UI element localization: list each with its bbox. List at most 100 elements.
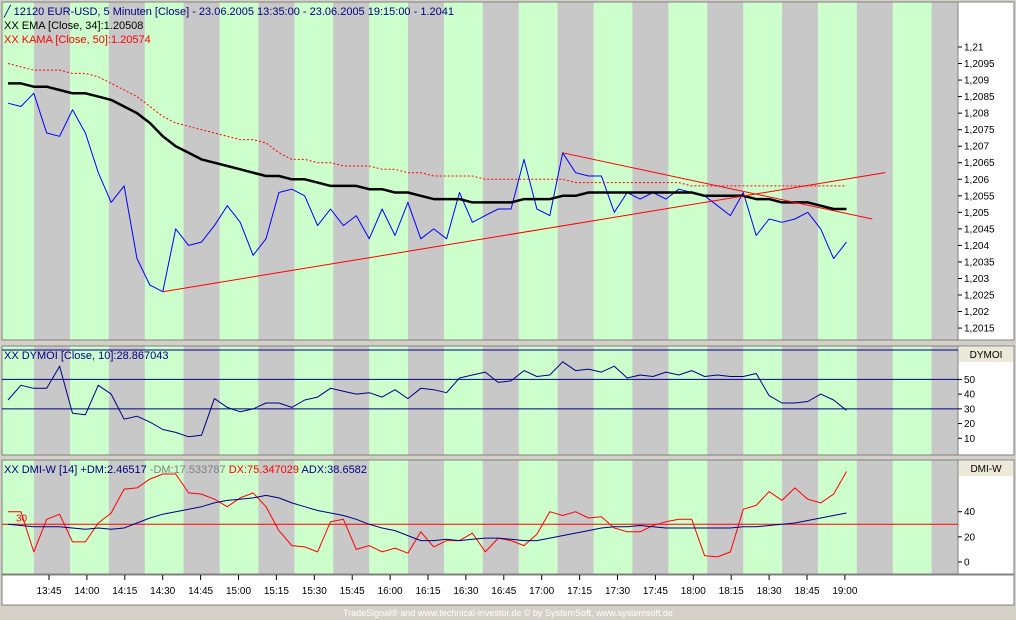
y-tick-label: 0 [964,557,970,568]
time-stripe [408,460,444,574]
y-tick-label: 10 [964,434,976,445]
time-stripe [333,460,370,574]
time-stripe [632,346,669,455]
time-stripe [856,460,893,574]
time-stripe [782,346,818,455]
x-tick-label: 19:00 [832,586,857,597]
panel-tag: DYMOI [970,350,1003,361]
y-tick-label: 1,203 [964,274,989,285]
time-stripe [632,2,669,340]
time-stripe [707,460,744,574]
footer-bar [0,606,1016,620]
x-tick-label: 17:00 [529,586,554,597]
time-stripe [333,346,370,455]
time-stripe [856,346,893,455]
x-tick-label: 16:15 [415,586,440,597]
x-tick-label: 16:45 [491,586,516,597]
panel-dymoi: 10 20 30 40 50 DYMOI XX DYMOI [Close, 10]:28.8… [1,345,1015,456]
panels-layer: 1,2015 1,202 1,2025 1,203 1,2035 1,204 1,2045 1… [1,1,1015,575]
legend-entry: XX KAMA [Close, 50]:1.20574 [4,34,151,46]
panel-tag-box [959,347,1013,362]
time-stripe [408,2,444,340]
x-tick-label: 18:45 [794,586,819,597]
panel-dmi: 0 20 40 DMI-W 30 XX DMI-W [14] +DM:2.46517 -D… [1,459,1015,575]
x-tick-label: 15:30 [302,586,327,597]
series-line-price-2 [7,63,847,187]
time-stripe [632,460,669,574]
series-line-price-1 [8,82,847,211]
time-stripe [482,460,519,574]
time-stripe [183,460,220,574]
y-tick-label: 1,2025 [964,291,995,302]
legend-entry: XX DYMOI [Close, 10]:28.867043 [4,350,168,362]
time-stripe [183,2,220,340]
x-tick-label: 15:15 [264,586,289,597]
x-tick-label: 14:00 [74,586,99,597]
y-tick-label: 1,2035 [964,257,995,268]
x-tick-label: 14:45 [188,586,213,597]
reference-line-label: 30 [16,513,28,524]
panel-price: 1,2015 1,202 1,2025 1,203 1,2035 1,204 1,2045 1… [1,1,1015,341]
y-tick-label: 40 [964,507,976,518]
legend-entry: +DM:2.46517 [77,464,146,476]
trendline [162,172,886,293]
series-line-dmi-0 [8,471,847,558]
y-tick-label: 50 [964,375,976,386]
legend-entry: ADX:38.6582 [299,464,367,476]
x-tick-label: 18:00 [681,586,706,597]
panel-price-y-axis [957,1,1015,341]
x-tick-label: 15:45 [340,586,365,597]
x-tick-label: 14:30 [150,586,175,597]
y-tick-label: 1,2095 [964,59,995,70]
y-tick-label: 1,2075 [964,125,995,136]
time-stripe [34,2,70,340]
time-stripe [782,2,818,340]
x-tick-label: 17:30 [605,586,630,597]
legend-entry: -DM:17.533787 [147,464,226,476]
x-tick-label: 18:15 [719,586,744,597]
y-tick-label: 20 [964,419,976,430]
time-stripe [931,346,958,455]
time-stripe [782,460,818,574]
x-tick-label: 13:45 [36,586,61,597]
time-stripe [333,2,370,340]
time-stripe [931,460,958,574]
x-tick-label: 18:30 [757,586,782,597]
series-line-dymoi-0 [7,361,847,438]
x-tick-label: 16:00 [378,586,403,597]
trendline [562,152,873,220]
time-stripe [108,2,145,340]
y-tick-label: 1,205 [964,208,989,219]
time-stripe [856,2,893,340]
y-tick-label: 1,2055 [964,191,995,202]
time-stripe [707,346,744,455]
time-stripe [557,346,594,455]
y-tick-label: 1,2045 [964,224,995,235]
footer-credit: TradeSignal® and www.technical-investor.… [343,608,673,618]
y-tick-label: 1,2065 [964,158,995,169]
series-line-price-0 [7,92,847,293]
legend-entry: DX:75.347029 [226,464,299,476]
y-tick-label: 30 [964,404,976,415]
y-tick-label: 20 [964,532,976,543]
x-tick-label: 15:00 [226,586,251,597]
time-stripe [931,2,958,340]
legend-entry: XX DMI-W [14] [4,464,77,476]
y-tick-label: 1,204 [964,241,989,252]
panel-dymoi-y-axis [957,345,1015,456]
panel-tag-box [959,461,1013,476]
panel-tag: DMI-W [970,464,1002,475]
time-stripe [482,346,519,455]
x-tick-label: 17:15 [567,586,592,597]
panel-dmi-y-axis [957,459,1015,575]
y-tick-label: 40 [964,390,976,401]
y-tick-label: 1,2085 [964,92,995,103]
time-stripe [258,2,295,340]
time-stripe [258,460,295,574]
time-stripe [108,460,145,574]
x-tick-label: 14:15 [112,586,137,597]
x-tick-label: 16:30 [453,586,478,597]
legend-line: XX DMI-W [14] +DM:2.46517 -DM:17.533787 … [4,464,367,476]
time-stripe [707,2,744,340]
